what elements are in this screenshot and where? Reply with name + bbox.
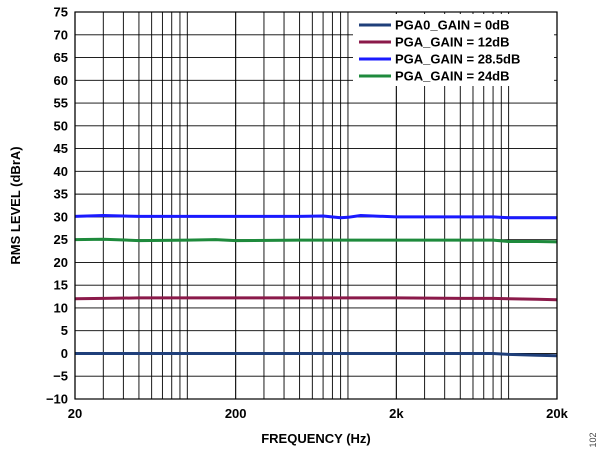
series-layer — [74, 214, 558, 358]
y-tick-label: 35 — [54, 187, 68, 202]
figure-id: 102 — [588, 432, 598, 447]
legend-label: PGA_GAIN = 12dB — [395, 35, 510, 50]
y-tick-label: 75 — [54, 5, 68, 20]
y-tick-label: 15 — [54, 278, 68, 293]
y-tick-label: 65 — [54, 50, 68, 65]
y-tick-label: 45 — [54, 141, 68, 156]
series-line-4 — [74, 237, 558, 244]
x-tick-label: 200 — [225, 406, 247, 421]
y-tick-label: 50 — [54, 118, 68, 133]
y-tick-label: 55 — [54, 96, 68, 111]
y-tick-label: 60 — [54, 73, 68, 88]
y-tick-label: 25 — [54, 232, 68, 247]
y-tick-label: 5 — [61, 323, 68, 338]
y-tick-label: −5 — [53, 369, 68, 384]
grid-lines — [74, 11, 558, 400]
y-tick-label: 20 — [54, 255, 68, 270]
y-tick-label: 0 — [61, 346, 68, 361]
legend: PGA0_GAIN = 0dB PGA_GAIN = 12dB PGA_GAIN =… — [353, 14, 554, 86]
x-axis-title: FREQUENCY (Hz) — [261, 431, 371, 446]
x-tick-label: 2k — [389, 406, 404, 421]
y-tick-label: 70 — [54, 27, 68, 42]
y-axis-title: RMS LEVEL (dBrA) — [8, 146, 23, 264]
series-line-3 — [74, 214, 557, 220]
series-line-1 — [75, 352, 558, 358]
y-tick-label: 10 — [54, 300, 68, 315]
y-tick-label: 30 — [54, 209, 68, 224]
series-line-2 — [74, 296, 558, 302]
y-tick-label: −10 — [46, 392, 68, 407]
legend-label: PGA_GAIN = 24dB — [395, 69, 510, 84]
legend-label: PGA0_GAIN = 0dB — [395, 18, 510, 33]
legend-label: PGA_GAIN = 28.5dB — [395, 52, 520, 67]
x-tick-label: 20k — [546, 406, 568, 421]
plot-frame — [74, 11, 558, 400]
x-tick-label: 20 — [68, 406, 82, 421]
y-tick-label: 40 — [54, 164, 68, 179]
x-tick-labels: 20 200 2k 20k — [68, 406, 569, 421]
